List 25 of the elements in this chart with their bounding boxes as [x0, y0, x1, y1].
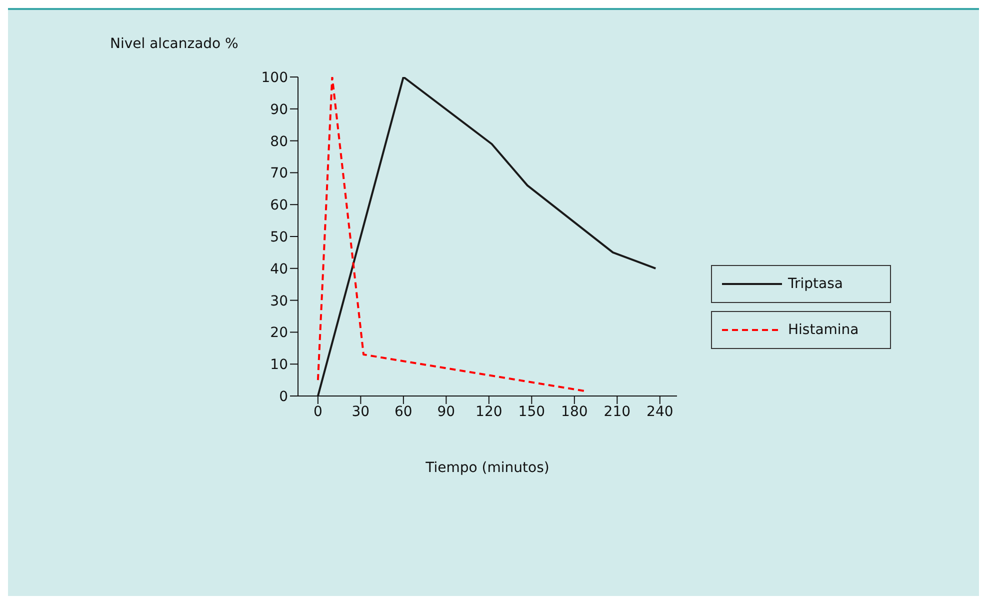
x-tick-label: 150 [518, 404, 546, 420]
x-tick-label: 210 [604, 404, 631, 420]
x-axis-title: Tiempo (minutos) [424, 460, 550, 476]
y-tick-label: 0 [279, 388, 288, 405]
x-tick-label: 0 [313, 404, 322, 420]
x-tick-label: 120 [476, 404, 502, 420]
y-tick-label: 40 [270, 261, 288, 278]
y-tick-label: 10 [270, 357, 288, 374]
legend-label: Triptasa [788, 276, 843, 292]
x-tick-label: 60 [394, 404, 412, 420]
legend-label: Histamina [788, 322, 859, 338]
x-tick-label: 90 [437, 404, 456, 420]
y-tick-label: 20 [270, 325, 288, 342]
y-axis-title: Nivel alcanzado % [110, 36, 238, 52]
x-tick-label: 180 [561, 404, 588, 420]
x-tick-label: 30 [352, 404, 370, 420]
y-tick-label: 80 [270, 134, 288, 150]
y-tick-label: 70 [270, 166, 288, 182]
y-tick-label: 30 [270, 293, 288, 310]
x-tick-label: 240 [646, 404, 674, 420]
y-tick-label: 90 [270, 102, 288, 118]
y-tick-label: 60 [270, 198, 288, 214]
line-series [316, 77, 587, 392]
y-tick-label: 100 [261, 70, 288, 86]
y-tick-label: 50 [270, 229, 288, 246]
